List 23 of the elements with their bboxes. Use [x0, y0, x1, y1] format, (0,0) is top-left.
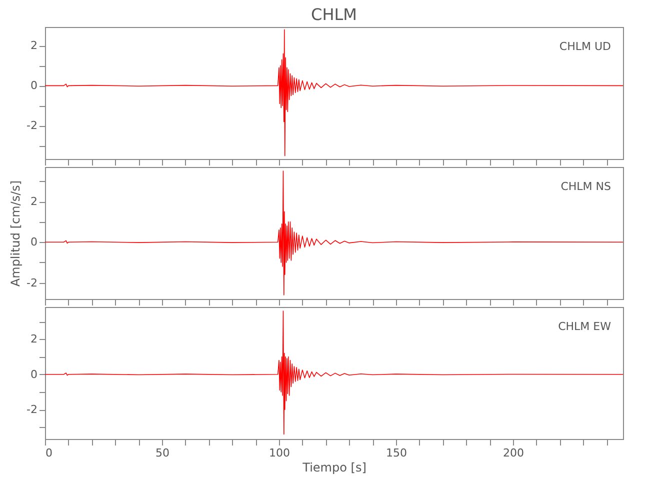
annotation: CHLM UD — [559, 40, 611, 53]
line-series — [44, 29, 624, 156]
x-tick-label: 50 — [156, 446, 170, 460]
x-axis-title: Tiempo [s] — [302, 460, 366, 474]
line-series — [44, 170, 624, 296]
y-tick-label: 2 — [30, 195, 38, 208]
chart-title: CHLM — [311, 5, 357, 24]
y-tick-label: -2 — [26, 276, 38, 290]
annotation: CHLM NS — [560, 180, 612, 193]
x-tick-label: 100 — [269, 446, 290, 460]
x-tick-label: 0 — [46, 446, 52, 460]
y-tick-label: 0 — [30, 368, 38, 381]
y-tick-label: -2 — [26, 119, 38, 132]
y-tick-label: 2 — [30, 332, 38, 346]
y-tick-label: 2 — [30, 39, 38, 52]
y-tick-label: 0 — [30, 79, 38, 92]
y-tick-label: 0 — [30, 236, 38, 249]
annotation: CHLM EW — [558, 320, 612, 333]
x-tick-label: 200 — [503, 446, 524, 460]
y-tick-label: -2 — [26, 403, 38, 416]
line-series — [44, 310, 624, 435]
y-axis-title: Amplitud [cm/s/s] — [8, 180, 23, 287]
x-tick-label: 150 — [386, 446, 408, 460]
